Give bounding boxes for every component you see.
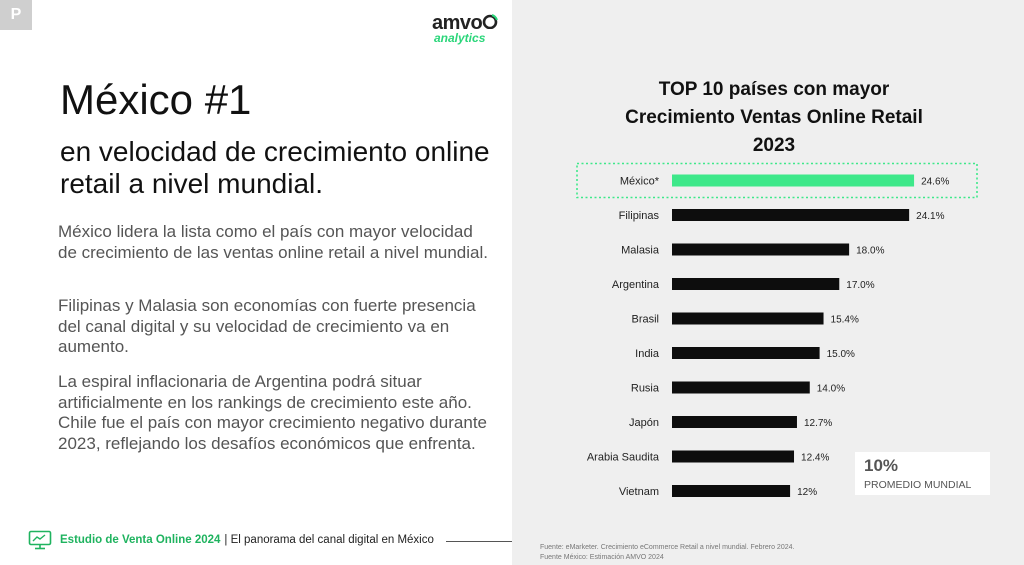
monitor-chart-icon [28, 530, 52, 550]
chart-title-line: TOP 10 países con mayor [658, 79, 890, 100]
page-title: México #1 [60, 76, 252, 123]
amvo-analytics-logo: amvo analytics [432, 12, 504, 46]
category-label: Vietnam [619, 486, 659, 498]
signal-icon [482, 14, 498, 29]
logo-subtext: analytics [434, 31, 486, 45]
bar [672, 485, 791, 497]
bar [672, 174, 915, 187]
bar [672, 416, 797, 428]
category-label: Filipinas [619, 210, 660, 222]
data-label: 12.4% [801, 453, 829, 464]
category-label: Argentina [612, 279, 660, 291]
bar [672, 450, 795, 463]
data-label: 18.0% [856, 246, 884, 257]
chart-title-line: 2023 [752, 135, 796, 156]
data-label: 17.0% [846, 280, 874, 291]
bar [672, 278, 840, 290]
category-label: India [635, 348, 660, 360]
data-label: 14.0% [817, 384, 845, 395]
footer-divider [446, 541, 512, 542]
category-label: Malasia [621, 245, 660, 257]
highlight-frame [576, 162, 978, 199]
paragraph-mexico: México lidera la lista como el país con … [58, 222, 488, 262]
data-label: 12.7% [804, 418, 832, 429]
bar [672, 312, 824, 325]
source-line: Fuente México: Estimación AMVO 2024 [540, 554, 664, 561]
category-label: Japón [629, 417, 659, 429]
category-label: Brasil [631, 314, 659, 326]
logo-text: amvo [432, 12, 483, 34]
data-label: 24.6% [921, 177, 949, 188]
bar-chart: México* 24.6% Filipinas 24.1% Malasia 18.0% Ar… [576, 162, 978, 498]
bar [672, 243, 850, 256]
chart-title-line: Crecimiento Ventas Online Retail [625, 107, 923, 128]
category-label: México* [620, 176, 660, 188]
bar [672, 209, 910, 221]
category-label: Arabia Saudita [587, 452, 660, 464]
average-label: PROMEDIO MUNDIAL [864, 479, 972, 491]
bar [672, 347, 820, 359]
page-subtitle: en velocidad de crecimiento online retai… [60, 136, 490, 199]
source-note: Fuente: eMarketer. Crecimiento eCommerce… [540, 543, 794, 563]
left-panel: P amvo analytics México #1 en velocidad … [0, 0, 512, 550]
footer-study-title: Estudio de Venta Online 2024 [60, 534, 221, 546]
source-line: Fuente: eMarketer. Crecimiento eCommerce… [540, 544, 795, 551]
category-label: Rusia [631, 383, 660, 395]
average-value: 10% [864, 456, 899, 475]
average-box: 10% PROMEDIO MUNDIAL [855, 452, 990, 495]
paragraph-argentina-chile: La espiral inflacionaria de Argentina po… [58, 372, 488, 453]
footer-study: Estudio de Venta Online 2024 | El panora… [28, 530, 434, 550]
data-label: 15.4% [831, 315, 859, 326]
page-badge: P [0, 0, 32, 30]
data-label: 24.1% [916, 211, 944, 222]
data-label: 12% [797, 487, 817, 498]
footer-study-subtitle: | El panorama del canal digital en Méxic… [224, 534, 434, 546]
chart-title: TOP 10 países con mayor Crecimiento Vent… [512, 76, 1024, 160]
bar [672, 381, 810, 394]
data-label: 15.0% [827, 349, 855, 360]
paragraph-filipinas-malasia: Filipinas y Malasia son economías con fu… [58, 296, 476, 356]
